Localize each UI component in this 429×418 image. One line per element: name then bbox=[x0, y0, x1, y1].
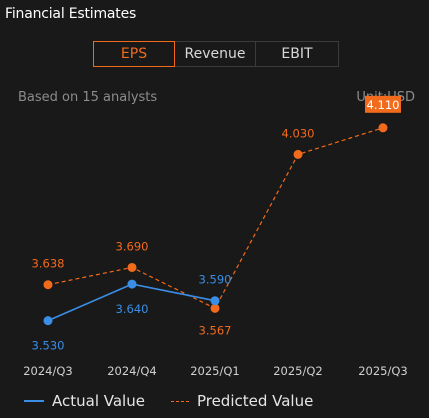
predicted-data-label: 4.110 bbox=[367, 98, 400, 112]
tab-eps[interactable]: EPS bbox=[93, 41, 175, 67]
actual-point bbox=[210, 296, 220, 306]
actual-data-label: 3.530 bbox=[32, 339, 65, 353]
actual-data-label: 3.590 bbox=[199, 273, 232, 287]
predicted-data-label: 3.638 bbox=[32, 257, 65, 271]
predicted-point bbox=[43, 280, 53, 290]
predicted-point bbox=[210, 303, 220, 313]
predicted-point bbox=[127, 262, 137, 272]
predicted-data-label: 3.567 bbox=[199, 323, 232, 337]
legend-actual-label: Actual Value bbox=[52, 392, 145, 410]
x-tick-label: 2025/Q3 bbox=[358, 364, 408, 378]
predicted-point bbox=[293, 149, 303, 159]
page-title: Financial Estimates bbox=[5, 6, 137, 22]
legend-actual-swatch bbox=[24, 400, 44, 402]
x-tick-label: 2025/Q1 bbox=[190, 364, 240, 378]
actual-point bbox=[127, 279, 137, 289]
actual-point bbox=[43, 316, 53, 326]
analyst-count: Based on 15 analysts bbox=[18, 90, 158, 105]
predicted-data-label: 3.690 bbox=[116, 239, 149, 253]
highlight-label-box bbox=[365, 95, 401, 113]
chart-legend: Actual Value Predicted Value bbox=[24, 392, 313, 410]
tab-ebit[interactable]: EBIT bbox=[256, 41, 339, 67]
predicted-data-label: 4.030 bbox=[282, 126, 315, 140]
x-tick-label: 2025/Q2 bbox=[273, 364, 323, 378]
legend-predicted-swatch bbox=[170, 400, 189, 402]
actual-data-label: 3.640 bbox=[116, 302, 149, 316]
predicted-point bbox=[378, 123, 388, 133]
metric-tabs: EPS Revenue EBIT bbox=[93, 41, 339, 67]
eps-chart: 2024/Q3 2024/Q4 2025/Q1 2025/Q2 2025/Q3 3.638… bbox=[23, 95, 408, 378]
x-tick-label: 2024/Q3 bbox=[23, 364, 73, 378]
tab-revenue[interactable]: Revenue bbox=[175, 41, 256, 67]
x-tick-label: 2024/Q4 bbox=[107, 364, 157, 378]
legend-predicted-label: Predicted Value bbox=[196, 392, 314, 410]
